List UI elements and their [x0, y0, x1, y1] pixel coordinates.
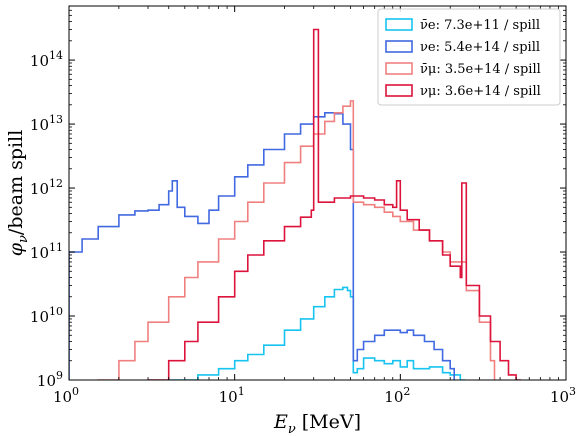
- legend-swatch: [385, 62, 413, 75]
- y-tick-label: 1011: [30, 241, 63, 262]
- series-layer: [69, 28, 521, 380]
- y-axis-label: φν/beam spill: [5, 130, 31, 257]
- y-tick-label: 1014: [30, 49, 63, 70]
- x-axis-label: Eν [MeV]: [273, 411, 361, 436]
- legend: ν̄e: 7.3e+11 / spill νe: 5.4e+14 / spill ν…: [377, 8, 561, 106]
- y-tick-label: 1012: [30, 177, 63, 198]
- legend-label: ν̄e: 7.3e+11 / spill: [420, 18, 540, 33]
- tick-labels: 100 101 102 103 109 1010 1011 1012 1013 1014: [30, 49, 576, 406]
- series-line-1: [69, 112, 455, 380]
- x-tick-label: 102: [384, 385, 410, 406]
- x-tick-label: 103: [550, 385, 576, 406]
- legend-box: [377, 8, 561, 106]
- legend-swatch: [385, 84, 413, 97]
- y-tick-label: 109: [37, 369, 63, 390]
- legend-swatch: [385, 18, 413, 31]
- x-tick-label: 100: [53, 385, 79, 406]
- ticks-layer: [68, 5, 567, 381]
- y-tick-label: 1010: [30, 305, 63, 326]
- legend-label: νμ: 3.6e+14 / spill: [420, 84, 541, 99]
- y-tick-label: 1013: [30, 113, 63, 134]
- legend-label: νe: 5.4e+14 / spill: [420, 40, 540, 55]
- x-tick-label: 101: [219, 385, 245, 406]
- legend-label: ν̄μ: 3.5e+14 / spill: [420, 62, 541, 77]
- legend-swatch: [385, 40, 413, 53]
- plot-frame: [68, 5, 567, 381]
- series-line-3: [147, 28, 521, 380]
